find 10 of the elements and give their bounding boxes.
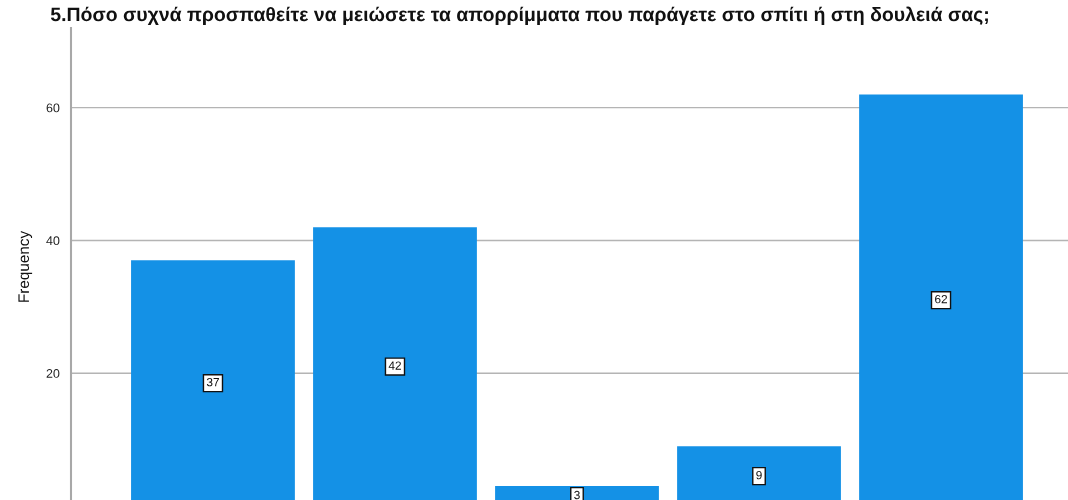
y-tick-label: 20 [46,369,60,378]
y-tick-label: 40 [46,236,60,246]
data-label: 3 [574,490,580,500]
data-label: 37 [206,377,219,387]
y-axis-title: Frequency [18,230,33,302]
y-tick-label: 60 [46,103,60,113]
data-label: 9 [756,470,762,480]
data-label: 42 [388,361,401,370]
chart-title: 5.Πόσο συχνά προσπαθείτε να μειώσετε τα απορρίμματα που παράγετε στο σπίτι ή στη δουλειά σας; [50,6,988,26]
data-label: 62 [935,295,947,304]
